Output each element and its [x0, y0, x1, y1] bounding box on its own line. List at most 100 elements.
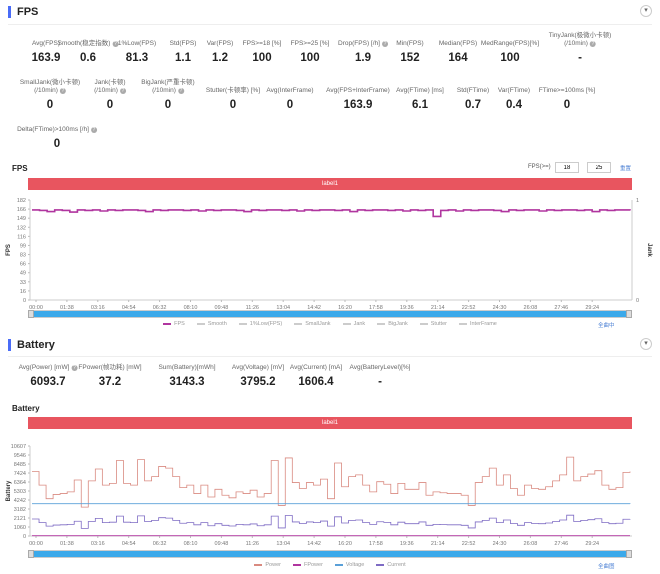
reset-button[interactable]: 重置 [620, 166, 632, 172]
stat-label: FPS>=18 [%] [243, 40, 282, 48]
stat-label-text: Drop(FPS) [/h] [338, 40, 380, 47]
stat-label-text: Std(FTime) [456, 87, 490, 94]
stat-label: Stutter(卡顿率) [%] [206, 87, 260, 95]
legend-label: BigJank [388, 321, 408, 327]
legend-item-stutter[interactable]: Stutter [419, 321, 447, 327]
stat-value: 0.6 [79, 52, 96, 64]
stat-min: Min(FPS) 152 [396, 40, 423, 64]
fps-threshold-18-input[interactable] [555, 162, 579, 173]
legend-item-bigjank[interactable]: BigJank [377, 321, 408, 327]
slider-left-handle[interactable] [28, 550, 34, 558]
stat-value: 81.3 [125, 52, 149, 64]
battery-legend: Power FPower Voltage Current [0, 562, 660, 568]
stat-label: 1%Low(FPS) [118, 40, 156, 48]
x-tick-label: 03:16 [91, 541, 105, 547]
help-icon[interactable]: ? [177, 88, 184, 94]
help-icon[interactable]: ? [381, 41, 388, 47]
stat-label-text: Avg(InterFrame) [266, 87, 314, 94]
fps-threshold-label: FPS(>=) [528, 164, 551, 170]
x-tick-label: 08:10 [184, 305, 198, 311]
stat-ftime-100ms-: FTime>=100ms [%] 0 [539, 87, 595, 111]
stat-label-text: Median(FPS) [438, 40, 478, 47]
y-tick-label: 166 [17, 207, 26, 213]
stat-label-text: Var(FPS) [206, 40, 234, 47]
x-tick-label: 09:48 [215, 541, 229, 547]
stat-label: TinyJank(极微小卡顿) (/10min)? [549, 32, 611, 48]
stat-fps-18-: FPS>=18 [%] 100 [243, 40, 282, 64]
fps-collapse-chevron-down-icon[interactable]: ▾ [640, 5, 652, 17]
battery-chart: 10607 9546 8485 7424 6364 5303 4242 3182 2121 106… [6, 444, 632, 547]
legend-swatch [458, 323, 467, 325]
stat-value: 1.9 [355, 52, 371, 64]
x-tick-label: 29:24 [585, 305, 599, 311]
legend-item-smooth[interactable]: Smooth [196, 321, 227, 327]
x-tick-label: 21:14 [431, 305, 445, 311]
x-tick-label: 13:04 [276, 305, 290, 311]
battery-zoom-all-button[interactable]: 全曲图 [598, 564, 615, 570]
stat-label: Avg(InterFrame) [266, 87, 313, 95]
x-tick-label: 22:52 [462, 305, 476, 311]
stat-label-text: BigJank(严重卡顿) (/10min) [141, 79, 195, 94]
fps-time-slider[interactable] [28, 310, 632, 318]
help-icon[interactable]: ? [112, 41, 119, 47]
legend-item-voltage[interactable]: Voltage [334, 562, 364, 568]
legend-swatch [334, 564, 343, 566]
y-tick-label: 2121 [14, 516, 26, 522]
legend-item-current[interactable]: Current [376, 562, 406, 568]
legend-item-fpower[interactable]: FPower [292, 562, 323, 568]
help-icon[interactable]: ? [119, 88, 126, 94]
help-icon[interactable]: ? [589, 41, 596, 47]
stat-label: Avg(FPS+InterFrame) [326, 87, 390, 95]
slider-left-handle[interactable] [28, 310, 34, 318]
x-tick-label: 27:46 [554, 541, 568, 547]
x-tick-label: 22:52 [462, 541, 476, 547]
help-icon[interactable]: ? [71, 365, 78, 371]
stat-label-text: Sum(Battery)[mWh] [158, 364, 216, 371]
legend-swatch [254, 564, 263, 566]
stat-fpower: FPower(帧功耗) [mW] 37.2 [78, 364, 141, 388]
stat-label: MedRange(FPS)[%] [481, 40, 539, 48]
legend-item-1lowfps[interactable]: 1%Low(FPS) [238, 321, 282, 327]
y-tick-label: 4242 [14, 498, 26, 504]
legend-item-interframe[interactable]: InterFrame [458, 321, 497, 327]
slider-right-handle[interactable] [626, 310, 632, 318]
battery-collapse-chevron-down-icon[interactable]: ▾ [640, 338, 652, 350]
y-tick-label: 5303 [14, 489, 26, 495]
stat-label-text: Smooth(稳定指数) [57, 40, 111, 47]
battery-time-slider[interactable] [28, 550, 632, 558]
x-tick-label: 06:32 [153, 305, 167, 311]
help-icon[interactable]: ? [90, 127, 97, 133]
y-tick-label: 182 [17, 198, 26, 204]
help-icon[interactable]: ? [59, 88, 66, 94]
fps-zoom-all-button[interactable]: 全曲中 [598, 323, 615, 329]
legend-swatch [196, 323, 205, 325]
stat-medrange: MedRange(FPS)[%] 100 [481, 40, 539, 64]
y-axis-label: Battery [6, 480, 12, 501]
x-tick-label: 16:20 [338, 305, 352, 311]
stat-label: BigJank(严重卡顿) (/10min)? [141, 79, 195, 95]
stat-label-text: Avg(FPS+InterFrame) [326, 87, 390, 94]
stat-value: 1606.4 [298, 376, 334, 388]
y2-tick-label: 0 [636, 298, 639, 304]
x-tick-label: 04:54 [122, 305, 136, 311]
legend-swatch [294, 323, 303, 325]
legend-label: FPS [174, 321, 185, 327]
x-tick-label: 26:08 [524, 305, 538, 311]
stat-avg: Avg(Power) [mW]? 6093.7 [19, 364, 78, 388]
stat-smalljank: SmallJank(微小卡顿) (/10min)? 0 [20, 79, 80, 111]
stat-label: Avg(FPS) [32, 40, 61, 48]
stat-label: Smooth(稳定指数)? [58, 40, 119, 48]
fps-section-title: FPS [8, 6, 38, 18]
slider-right-handle[interactable] [626, 550, 632, 558]
x-tick-label: 29:24 [585, 541, 599, 547]
y-tick-label: 7424 [14, 471, 26, 477]
stat-delta: Delta(FTime)>100ms [/h]? 0 [17, 126, 97, 150]
y-tick-label: 1060 [14, 525, 26, 531]
legend-item-fps[interactable]: FPS [163, 321, 185, 327]
stat-bigjank: BigJank(严重卡顿) (/10min)? 0 [141, 79, 194, 111]
legend-item-smalljank[interactable]: SmallJank [294, 321, 331, 327]
fps-threshold-25-input[interactable] [587, 162, 611, 173]
y-tick-label: 99 [20, 243, 26, 249]
legend-item-jank[interactable]: Jank [342, 321, 365, 327]
legend-item-power[interactable]: Power [254, 562, 281, 568]
